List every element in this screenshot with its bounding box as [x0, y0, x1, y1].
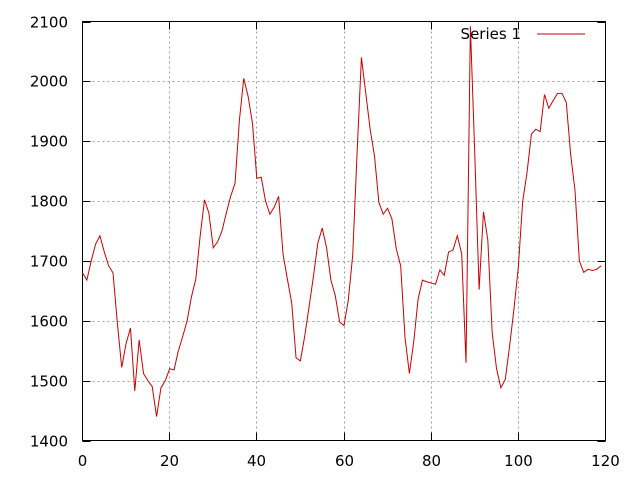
grid: [82, 21, 606, 441]
y-tick-label: 1800: [30, 193, 68, 211]
y-tick-label: 1500: [30, 373, 68, 391]
x-axis-tick-labels: 0 20 40 60 80 100 120: [78, 452, 620, 470]
y-axis-tick-labels: 1400 1500 1600 1700 1800 1900 2000 2100: [30, 14, 68, 451]
legend: Series 1: [461, 25, 585, 43]
x-tick-label: 120: [591, 452, 620, 470]
x-tick-label: 40: [247, 452, 266, 470]
x-tick-label: 100: [504, 452, 533, 470]
series-line-1: [82, 26, 602, 417]
x-tick-label: 80: [422, 452, 441, 470]
y-tick-label: 1900: [30, 133, 68, 151]
x-tick-label: 60: [335, 452, 354, 470]
y-tick-label: 1700: [30, 253, 68, 271]
y-tick-label: 2000: [30, 73, 68, 91]
series-layer: [82, 26, 602, 417]
y-tick-label: 1600: [30, 313, 68, 331]
y-tick-label: 1400: [30, 433, 68, 451]
x-tick-label: 0: [78, 452, 88, 470]
y-tick-label: 2100: [30, 14, 68, 32]
x-tick-label: 20: [160, 452, 179, 470]
legend-label-series-1: Series 1: [461, 25, 521, 43]
axis-ticks: [82, 21, 606, 442]
